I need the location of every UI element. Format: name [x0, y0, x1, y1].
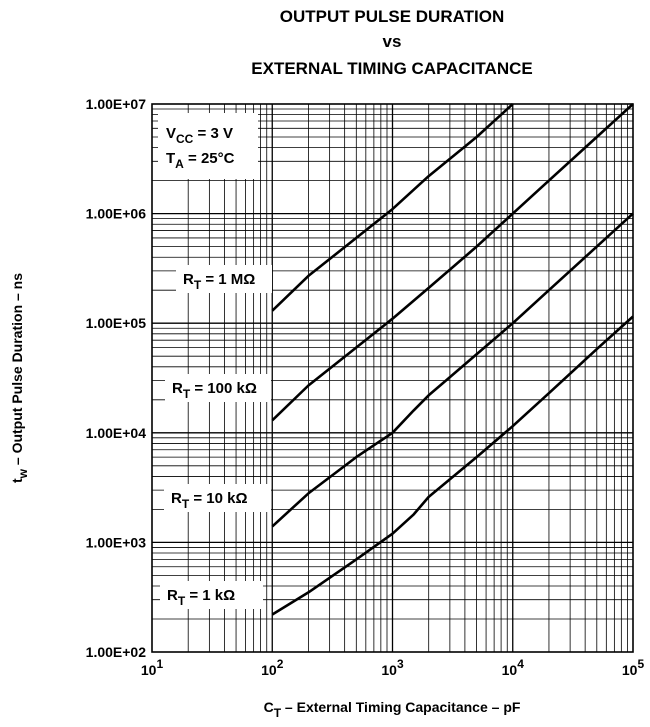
chart-title: OUTPUT PULSE DURATION vs EXTERNAL TIMING C… [251, 7, 532, 78]
x-axis-title: CT – External Timing Capacitance – pF [264, 699, 521, 720]
series-line-3 [271, 212, 634, 528]
y-tick-label: 1.00E+06 [86, 206, 147, 222]
series-label-4: RT = 1 kΩ [167, 587, 235, 608]
series-label-bg [176, 265, 272, 293]
series-lines [271, 103, 634, 616]
y-tick-label: 1.00E+05 [86, 315, 147, 331]
conditions-box: VCC = 3 V TA = 25°C [158, 113, 258, 179]
series-labels: RT = 1 MΩ RT = 100 kΩ RT = 10 kΩ RT = 1 kΩ [160, 265, 272, 609]
x-tick-label: 102 [261, 657, 284, 678]
series-line-1 [271, 103, 514, 312]
condition-ta: TA = 25°C [166, 150, 235, 171]
plot-frame [151, 103, 634, 653]
x-tick-label: 105 [622, 657, 645, 678]
y-tick-label: 1.00E+02 [86, 644, 147, 660]
grid-lines [152, 104, 633, 652]
x-tick-label: 103 [381, 657, 404, 678]
x-tick-label: 101 [141, 657, 164, 678]
series-label-3: RT = 10 kΩ [171, 490, 248, 511]
series-line-2 [271, 103, 634, 422]
chart-title-line-3: EXTERNAL TIMING CAPACITANCE [251, 59, 532, 78]
chart-title-line-2: vs [383, 32, 402, 51]
y-axis-label: tw – Output Pulse Duration – ns [9, 273, 30, 483]
series-label-bg [160, 581, 263, 609]
y-tick-label: 1.00E+04 [86, 425, 147, 441]
x-tick-labels: 101 102 103 104 105 [141, 657, 645, 678]
series-label-bg [164, 484, 271, 512]
y-tick-labels: 1.00E+02 1.00E+03 1.00E+04 1.00E+05 1.00E+06… [86, 96, 147, 660]
x-tick-label: 104 [502, 657, 525, 678]
conditions-bg [158, 113, 258, 179]
series-label-bg [165, 374, 271, 402]
x-axis-label: CT – External Timing Capacitance – pF [264, 699, 521, 720]
chart-title-line-1: OUTPUT PULSE DURATION [280, 7, 504, 26]
y-axis-title: tw – Output Pulse Duration – ns [9, 273, 30, 483]
y-tick-label: 1.00E+07 [86, 96, 147, 112]
series-label-1: RT = 1 MΩ [183, 271, 255, 292]
series-line-4 [271, 315, 634, 616]
condition-vcc: VCC = 3 V [166, 125, 233, 146]
series-label-2: RT = 100 kΩ [172, 380, 257, 401]
y-tick-label: 1.00E+03 [86, 534, 147, 550]
